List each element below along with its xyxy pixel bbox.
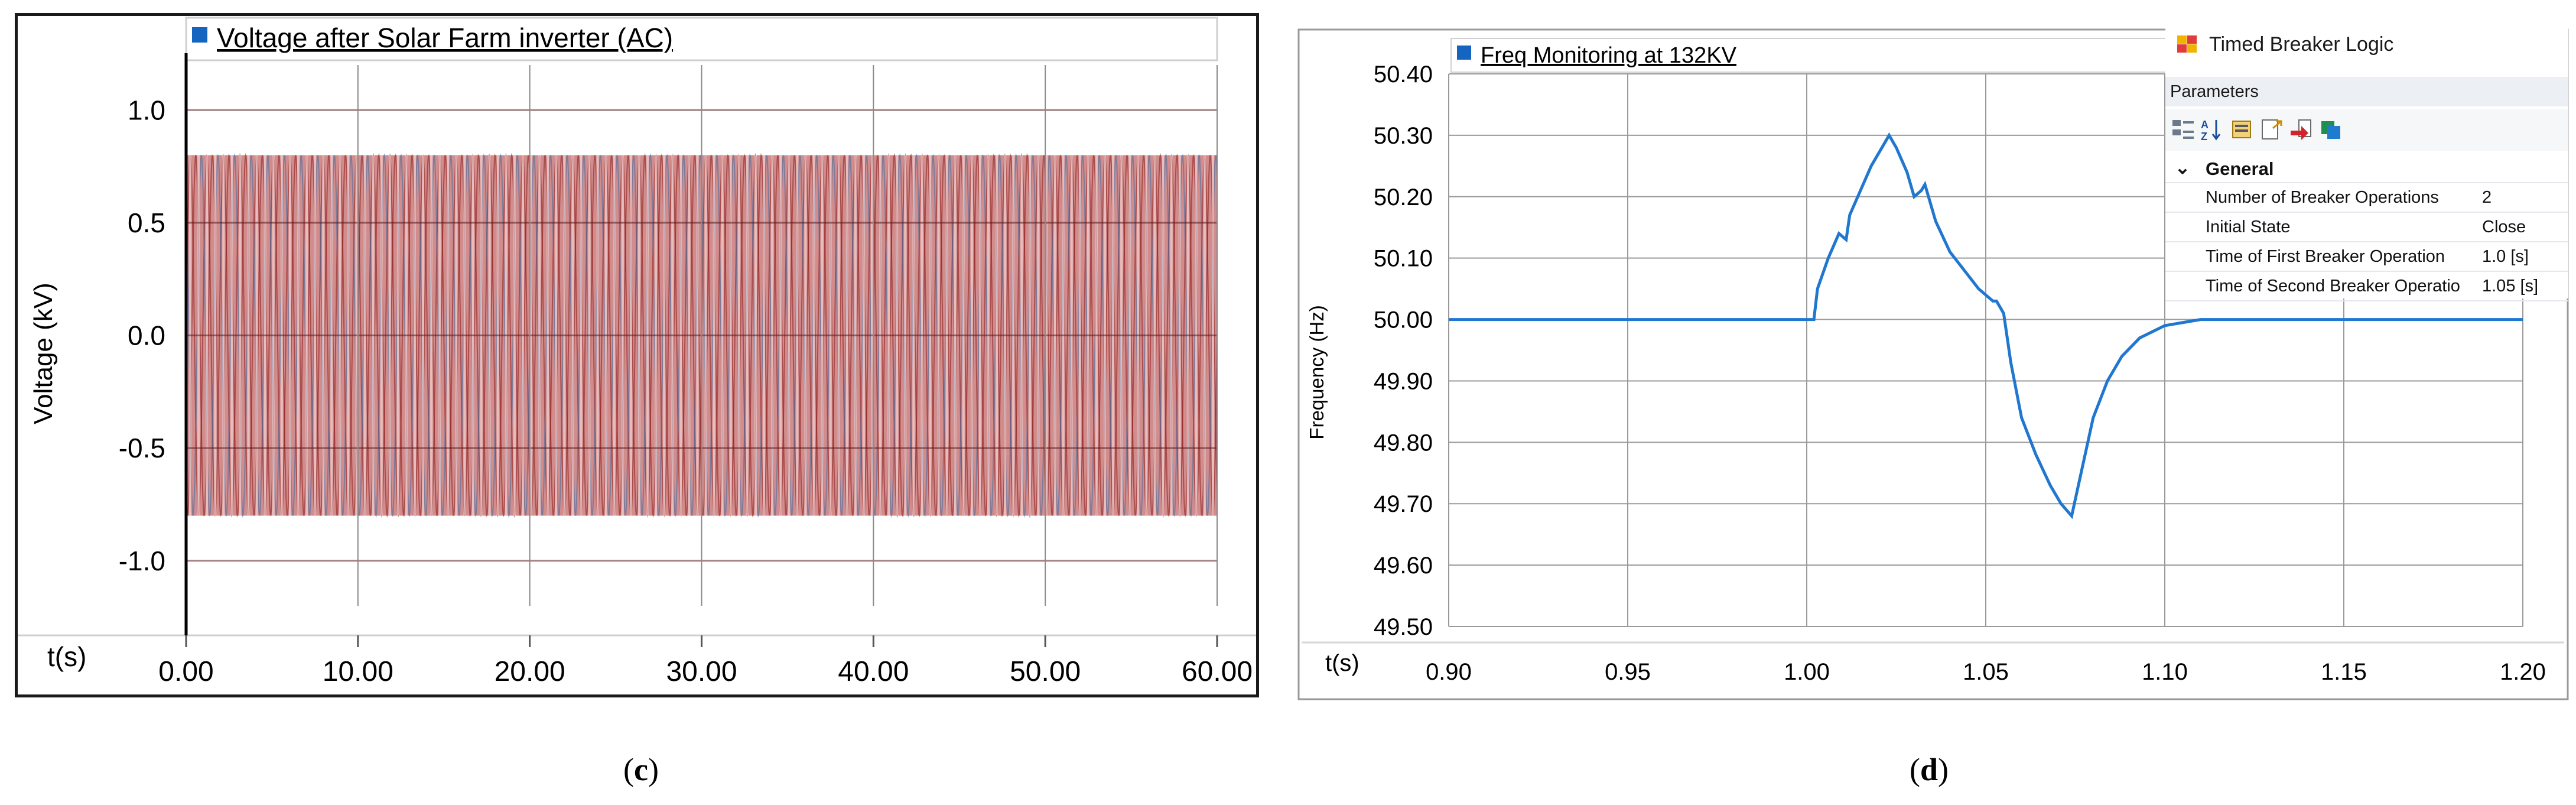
group-label: General (2206, 158, 2274, 179)
properties-icon[interactable] (2229, 116, 2255, 142)
param-name: Time of Second Breaker Operatio (2206, 277, 2460, 296)
panel-d-x-tick-label: 0.90 (1426, 659, 1472, 685)
panel-c-x-tick-label: 40.00 (838, 656, 909, 687)
panel-d-y-tick-label: 50.00 (1374, 307, 1433, 333)
panel-title: Timed Breaker Logic (2209, 33, 2394, 56)
param-row[interactable]: Time of Second Breaker Operatio 1.05 [s] (2165, 272, 2568, 301)
panel-d-x-tick-label: 1.10 (2142, 659, 2188, 685)
panel-c-x-tick-label: 0.00 (158, 656, 213, 687)
panel-c-voltage-chart: Voltage after Solar Farm inverter (AC) V… (15, 13, 1259, 697)
panel-d-y-tick-label: 50.30 (1374, 123, 1433, 149)
panel-d-x-tick-label: 1.00 (1784, 659, 1830, 685)
param-name: Time of First Breaker Operation (2206, 247, 2445, 266)
panel-d-y-tick-label: 50.20 (1374, 184, 1433, 210)
panel-c-legend-box (185, 17, 1218, 61)
panel-d-y-tick-label: 50.40 (1374, 61, 1433, 87)
panel-d-legend-marker (1457, 46, 1471, 60)
panel-d-y-axis-label: Frequency (Hz) (1306, 305, 1328, 439)
panel-c-plot-area (18, 53, 1256, 637)
frequency-series-line (1449, 132, 2523, 520)
panel-c-x-tick-label: 50.00 (1010, 656, 1081, 687)
breaker-logic-icon (2177, 35, 2197, 53)
panel-c-y-tick-label: -0.5 (119, 433, 165, 463)
caption-d: (d) (1910, 752, 1949, 787)
panel-d-y-tick-label: 49.90 (1374, 368, 1433, 394)
chevron-down-icon[interactable]: ⌄ (2175, 157, 2190, 178)
param-value[interactable]: 2 (2482, 188, 2568, 207)
caption-c: (c) (623, 752, 659, 787)
panel-c-x-axis-label: t(s) (47, 641, 86, 672)
panel-c-legend-label: Voltage after Solar Farm inverter (AC) (217, 22, 673, 53)
svg-text:Z: Z (2201, 131, 2207, 142)
panel-d-y-tick-label: 49.70 (1374, 491, 1433, 517)
import-icon[interactable] (2288, 116, 2314, 142)
panel-c-y-axis-label: Voltage (kV) (29, 283, 58, 424)
param-name: Initial State (2206, 218, 2291, 236)
panel-d-x-tick-label: 1.05 (1963, 659, 2009, 685)
panel-c-y-ticks: 1.0 0.5 0.0 -0.5 -1.0 (119, 95, 165, 576)
panel-d-y-ticks: 50.40 50.30 50.20 50.10 50.00 49.90 49.80 49.70… (1374, 61, 1433, 640)
panel-c-y-tick-label: 1.0 (128, 95, 165, 125)
param-row[interactable]: Time of First Breaker Operation 1.0 [s] (2165, 242, 2568, 272)
copy-parameters-icon[interactable] (2318, 116, 2344, 142)
panel-d-y-tick-label: 49.80 (1374, 430, 1433, 456)
panel-c-y-tick-label: 0.0 (128, 320, 165, 351)
panel-d-y-tick-label: 49.50 (1374, 614, 1433, 640)
panel-d-y-tick-label: 50.10 (1374, 246, 1433, 272)
param-row[interactable]: Number of Breaker Operations 2 (2165, 183, 2568, 213)
panel-c-y-tick-label: 0.5 (128, 207, 165, 238)
panel-c-legend-marker (192, 27, 207, 43)
panel-d-y-tick-label: 49.60 (1374, 553, 1433, 579)
caption-d-letter: d (1920, 752, 1938, 787)
caption-c-letter: c (634, 752, 648, 787)
parameters-subheader: Parameters (2165, 77, 2568, 106)
param-row[interactable]: Initial State Close (2165, 213, 2568, 242)
panel-c-x-ticks: 0.00 10.00 20.00 30.00 40.00 50.00 60.00 (158, 635, 1253, 687)
panel-header: Timed Breaker Logic (2165, 18, 2568, 71)
panel-c-y-tick-label: -1.0 (119, 546, 165, 576)
panel-c-x-tick-label: 30.00 (666, 656, 737, 687)
panel-c-x-tick-label: 60.00 (1182, 656, 1253, 687)
panel-c-x-tick-label: 10.00 (323, 656, 393, 687)
parameters-table: ⌄ General Number of Breaker Operations 2… (2165, 154, 2568, 301)
panel-c-x-tick-label: 20.00 (495, 656, 565, 687)
param-name: Number of Breaker Operations (2206, 188, 2439, 207)
panel-d-x-tick-label: 0.95 (1605, 659, 1651, 685)
panel-d-x-ticks: 0.90 0.95 1.00 1.05 1.10 1.15 1.20 (1426, 659, 2546, 685)
export-icon[interactable] (2259, 116, 2285, 142)
panel-d-x-tick-label: 1.20 (2500, 659, 2546, 685)
param-value[interactable]: 1.0 [s] (2482, 247, 2568, 267)
categorized-view-icon[interactable] (2170, 116, 2196, 142)
panel-d-legend-label: Freq Monitoring at 132KV (1481, 43, 1737, 68)
panel-d-x-axis-label: t(s) (1325, 650, 1359, 676)
panel-d-x-tick-label: 1.15 (2321, 659, 2367, 685)
param-value[interactable]: 1.05 [s] (2482, 277, 2568, 296)
panel-d-legend-box (1450, 38, 2178, 73)
group-general[interactable]: ⌄ General (2165, 154, 2568, 183)
parameters-label: Parameters (2170, 82, 2259, 101)
svg-text:A: A (2201, 119, 2209, 131)
param-value[interactable]: Close (2482, 218, 2568, 237)
